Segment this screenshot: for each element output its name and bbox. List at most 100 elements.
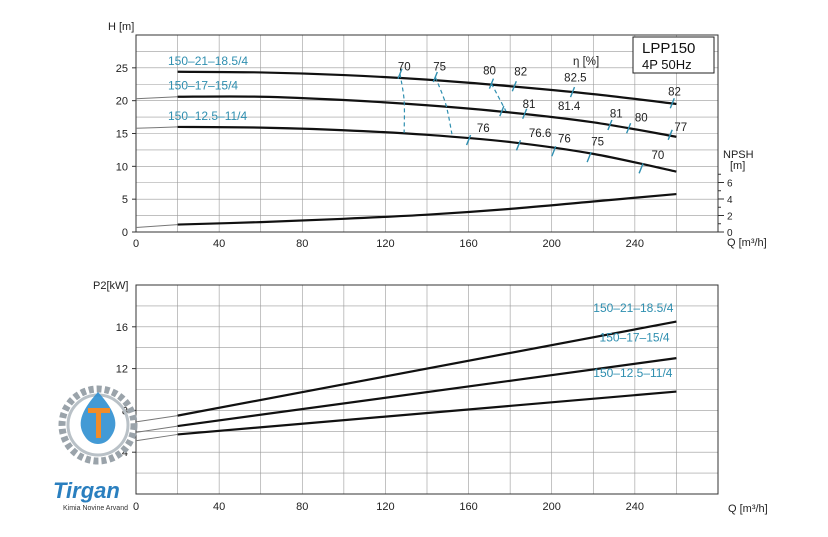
efficiency-value-label: 77 xyxy=(674,122,687,134)
efficiency-tick xyxy=(511,80,517,92)
npsh-tick-label: 2 xyxy=(727,212,733,223)
power-chart-series-labels: 150–21–18.5/4 150–17–15/4 150–12.5–11/4 xyxy=(593,301,673,380)
efficiency-iso-curve xyxy=(490,83,507,112)
efficiency-value-label: 80 xyxy=(635,113,648,125)
efficiency-unit-label: η [%] xyxy=(573,56,599,68)
head-curve xyxy=(177,70,677,106)
efficiency-tick xyxy=(667,129,673,141)
power-chart-x-ticks: 0 40 80 120 160 200 240 xyxy=(133,501,644,513)
y-tick-label: 0 xyxy=(122,227,128,239)
efficiency-value-label: 81 xyxy=(610,109,623,121)
y-tick-label: 10 xyxy=(116,161,128,173)
efficiency-tick xyxy=(551,145,557,157)
series-label: 150–12.5–11/4 xyxy=(593,366,673,380)
efficiency-value-label: 82 xyxy=(514,67,527,79)
head-chart-grid xyxy=(135,34,719,233)
efficiency-labels: 70 75 80 82 82.5 82 81 81.4 81 80 77 76 76.6 76 75 70 xyxy=(398,61,687,162)
head-curve-lead-in xyxy=(135,96,178,100)
head-chart-series xyxy=(135,70,677,228)
npsh-tick-label: 4 xyxy=(727,195,733,206)
head-chart-y-ticks: 0 5 10 15 20 25 xyxy=(116,63,136,239)
y-tick-label: 5 xyxy=(122,194,128,206)
efficiency-value-label: 76 xyxy=(477,123,490,135)
efficiency-tick xyxy=(488,78,495,89)
efficiency-value-label: 81 xyxy=(523,99,536,111)
logo-subtitle: Kimia Novine Arvand xyxy=(63,505,128,512)
efficiency-value-label: 81.4 xyxy=(558,101,581,113)
head-curve xyxy=(177,125,677,173)
x-tick-label: 80 xyxy=(296,501,308,513)
efficiency-value-label: 75 xyxy=(591,136,604,148)
efficiency-tick xyxy=(607,119,613,131)
npsh-unit-label: [m] xyxy=(730,160,745,172)
x-tick-label: 80 xyxy=(296,238,308,250)
efficiency-tick xyxy=(515,140,522,151)
series-label: 150–21–18.5/4 xyxy=(168,54,248,68)
efficiency-value-label: 80 xyxy=(483,65,496,77)
logo-wordmark: Tirgan xyxy=(53,478,120,503)
npsh-tick-label: 6 xyxy=(727,179,733,190)
series-label: 150–17–15/4 xyxy=(600,330,670,344)
x-tick-label: 120 xyxy=(376,238,394,250)
efficiency-iso-curve xyxy=(434,76,453,135)
head-curve xyxy=(177,95,677,138)
efficiency-value-label: 70 xyxy=(398,61,411,73)
y-tick-label: 4 xyxy=(122,447,128,459)
efficiency-tick xyxy=(669,98,675,109)
x-tick-label: 200 xyxy=(543,238,561,250)
efficiency-tick xyxy=(569,86,576,98)
efficiency-value-label: 82 xyxy=(668,86,681,98)
efficiency-tick xyxy=(432,71,438,83)
droplet-icon xyxy=(80,392,116,444)
npsh-tick-label: 0 xyxy=(727,228,733,239)
power-chart-grid xyxy=(135,284,719,495)
npsh-axis: 0 2 4 6 xyxy=(717,166,733,239)
head-curve-lead-in xyxy=(135,126,178,129)
efficiency-value-label: 82.5 xyxy=(564,73,586,85)
power-curve xyxy=(177,390,677,436)
x-tick-label: 200 xyxy=(543,501,561,513)
x-tick-label: 240 xyxy=(626,501,644,513)
efficiency-tick xyxy=(625,122,632,134)
power-curve xyxy=(177,320,677,417)
efficiency-tick xyxy=(397,68,403,80)
efficiency-tick xyxy=(638,163,644,174)
x-tick-label: 160 xyxy=(459,501,477,513)
x-tick-label: 40 xyxy=(213,238,225,250)
x-tick-label: 40 xyxy=(213,501,225,513)
npsh-curve-lead-in xyxy=(135,224,178,228)
efficiency-value-label: 70 xyxy=(651,150,664,162)
head-chart-series-labels: 150–21–18.5/4 150–17–15/4 150–12.5–11/4 xyxy=(168,54,248,123)
plot-frame xyxy=(135,284,719,495)
head-axis-label: H [m] xyxy=(108,21,134,33)
efficiency-value-label: 76 xyxy=(558,134,571,146)
power-chart-series xyxy=(135,320,677,442)
power-curve-lead-in xyxy=(135,433,178,442)
x-tick-label: 160 xyxy=(459,238,477,250)
head-x-axis-label: Q [m³/h] xyxy=(727,237,767,249)
title-box-model: LPP150 xyxy=(642,40,695,57)
efficiency-value-label: 75 xyxy=(433,61,446,73)
power-x-axis-label: Q [m³/h] xyxy=(728,503,768,515)
title-box-speed: 4P 50Hz xyxy=(642,57,692,72)
efficiency-tick xyxy=(465,134,472,146)
power-curve-lead-in xyxy=(135,425,178,433)
y-tick-label: 15 xyxy=(116,129,128,141)
efficiency-tick xyxy=(522,108,528,120)
y-tick-label: 25 xyxy=(116,63,128,75)
y-tick-label: 12 xyxy=(116,364,128,376)
npsh-curve xyxy=(177,192,677,226)
efficiency-tick xyxy=(586,151,592,163)
x-tick-label: 120 xyxy=(376,501,394,513)
efficiency-iso-lines xyxy=(399,73,507,135)
power-chart-frame xyxy=(135,284,719,495)
x-tick-label: 0 xyxy=(133,501,139,513)
y-tick-label: 20 xyxy=(116,96,128,108)
power-axis-label: P2[kW] xyxy=(93,280,128,292)
x-tick-label: 240 xyxy=(626,238,644,250)
head-chart-x-ticks: 0 40 80 120 160 200 240 xyxy=(133,238,644,250)
power-curve-lead-in xyxy=(135,415,178,423)
company-logo: Tirgan Kimia Novine Arvand xyxy=(53,385,138,512)
